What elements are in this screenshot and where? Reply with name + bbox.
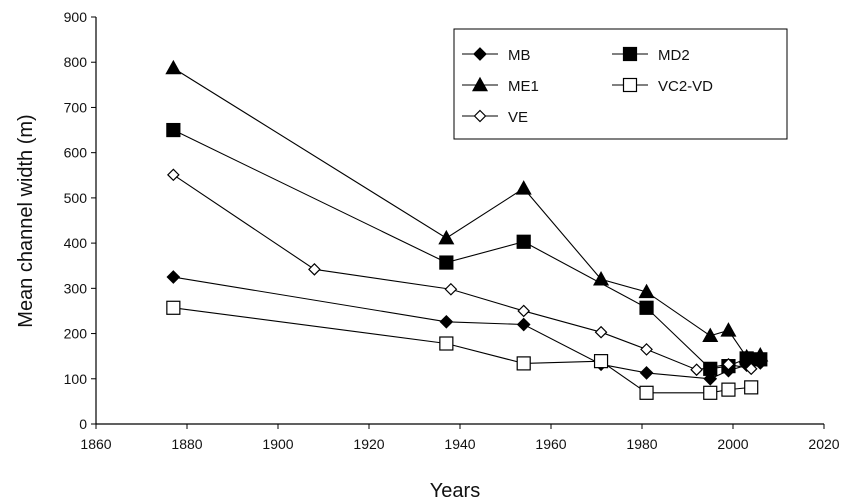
- data-point-vc2-vd: [639, 385, 654, 400]
- y-tick-label: 0: [79, 416, 87, 432]
- data-point-ve: [517, 304, 531, 318]
- legend-item-mb: MB: [462, 47, 531, 64]
- data-point-mb: [639, 366, 654, 380]
- data-point-me1: [165, 59, 182, 75]
- legend-item-me1: ME1: [462, 76, 539, 95]
- y-tick-label: 600: [64, 145, 88, 161]
- legend-item-md2: MD2: [612, 46, 690, 64]
- legend-marker: [473, 109, 487, 123]
- data-point-me1: [593, 271, 610, 286]
- data-point-ve: [167, 168, 180, 182]
- y-tick-label: 900: [64, 9, 88, 25]
- data-point-ve: [744, 362, 758, 376]
- legend-marker: [622, 77, 638, 93]
- legend-label: MB: [508, 47, 531, 64]
- data-point-mb: [516, 317, 531, 332]
- data-point-me1: [438, 229, 455, 245]
- x-axis-label: Years: [430, 480, 480, 502]
- y-tick-label: 100: [64, 371, 88, 387]
- x-tick-label: 1940: [444, 436, 475, 452]
- series-line-mb: [173, 276, 761, 380]
- y-tick-label: 800: [64, 54, 88, 70]
- data-point-ve: [640, 343, 653, 356]
- y-axis-label: Mean channel width (m): [15, 114, 37, 327]
- data-point-me1: [515, 180, 532, 195]
- series-line-ve: [173, 174, 752, 371]
- data-point-md2: [166, 122, 181, 138]
- legend-marker: [622, 46, 638, 62]
- x-tick-label: 1860: [80, 436, 111, 452]
- legend: MB MD2 ME1 VC2-VD VE: [453, 28, 788, 140]
- data-point-vc2-vd: [516, 356, 531, 371]
- y-tick-label: 200: [64, 326, 88, 342]
- series-line-md2: [173, 129, 761, 370]
- legend-item-ve: VE: [462, 109, 528, 126]
- data-point-vc2-vd: [744, 380, 759, 395]
- data-point-vc2-vd: [593, 354, 609, 369]
- legend-label: ME1: [508, 78, 539, 95]
- y-tick-label: 400: [64, 235, 88, 251]
- x-tick-label: 1880: [171, 436, 202, 452]
- axes: 0 100 200 300 400 500 600 700 800 900 1860 1880 1900…: [64, 9, 840, 452]
- series-vc2-vd: [166, 300, 759, 400]
- data-point-md2: [703, 361, 718, 376]
- data-point-ve: [690, 363, 703, 377]
- y-tick-label: 300: [64, 280, 88, 296]
- legend-item-vc2-vd: VC2-VD: [612, 77, 713, 95]
- series-layer: [165, 59, 769, 400]
- series-line-vc2-vd: [173, 307, 752, 394]
- data-point-mb: [439, 314, 454, 329]
- data-point-vc2-vd: [703, 385, 718, 400]
- series-ve: [167, 168, 758, 377]
- x-tick-label: 2000: [717, 436, 748, 452]
- data-point-md2: [439, 255, 454, 270]
- legend-label: MD2: [658, 47, 690, 64]
- data-point-ve: [594, 325, 608, 339]
- data-point-ve: [308, 262, 321, 276]
- data-point-vc2-vd: [166, 300, 181, 315]
- data-point-me1: [638, 283, 655, 299]
- y-tick-label: 500: [64, 190, 88, 206]
- y-tick-label: 700: [64, 99, 88, 115]
- data-point-ve: [722, 357, 735, 371]
- data-point-md2: [516, 234, 531, 249]
- series-me1: [165, 59, 769, 364]
- data-point-me1: [738, 348, 755, 364]
- x-tick-label: 1920: [353, 436, 384, 452]
- legend-label: VC2-VD: [658, 78, 713, 95]
- x-tick-label: 2020: [808, 436, 839, 452]
- legend-box: [453, 28, 788, 140]
- legend-label: VE: [508, 109, 528, 126]
- legend-marker: [473, 47, 487, 61]
- x-tick-label: 1960: [535, 436, 566, 452]
- data-point-me1: [752, 347, 769, 362]
- x-tick-label: 1900: [262, 436, 293, 452]
- data-point-vc2-vd: [439, 336, 454, 351]
- data-point-me1: [720, 322, 737, 337]
- data-point-vc2-vd: [721, 382, 736, 397]
- data-point-md2: [639, 300, 654, 315]
- legend-marker: [471, 76, 489, 92]
- data-point-mb: [166, 270, 181, 284]
- data-point-ve: [444, 282, 458, 296]
- series-mb: [166, 270, 768, 386]
- data-point-me1: [702, 327, 719, 343]
- series-md2: [166, 122, 768, 376]
- x-tick-label: 1980: [626, 436, 657, 452]
